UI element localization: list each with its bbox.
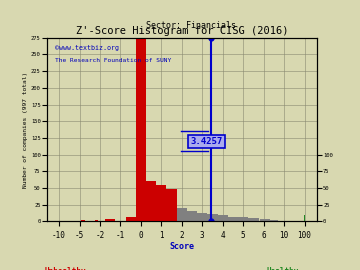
Bar bbox=[260, 219, 267, 221]
X-axis label: Score: Score bbox=[169, 241, 194, 251]
Bar bbox=[207, 214, 217, 221]
Y-axis label: Number of companies (997 total): Number of companies (997 total) bbox=[23, 72, 28, 188]
Text: ©www.textbiz.org: ©www.textbiz.org bbox=[55, 45, 119, 51]
Bar bbox=[156, 185, 166, 221]
Text: The Research Foundation of SUNY: The Research Foundation of SUNY bbox=[55, 58, 171, 63]
Bar bbox=[273, 220, 275, 221]
Bar bbox=[166, 189, 177, 221]
Bar bbox=[275, 220, 278, 221]
Bar bbox=[228, 217, 238, 221]
Bar bbox=[238, 217, 248, 221]
Title: Z'-Score Histogram for CISG (2016): Z'-Score Histogram for CISG (2016) bbox=[76, 26, 288, 36]
Bar bbox=[177, 208, 187, 221]
Bar bbox=[217, 215, 228, 221]
Bar bbox=[146, 181, 156, 221]
Bar bbox=[248, 218, 258, 221]
Bar bbox=[81, 220, 85, 221]
Text: Sector: Financials: Sector: Financials bbox=[146, 21, 236, 30]
Bar bbox=[136, 38, 146, 221]
Text: Healthy: Healthy bbox=[267, 267, 300, 270]
Bar bbox=[105, 220, 115, 221]
Bar bbox=[267, 220, 270, 221]
Bar bbox=[197, 213, 207, 221]
Text: 3.4257: 3.4257 bbox=[191, 137, 223, 146]
Bar bbox=[126, 217, 136, 221]
Bar bbox=[187, 211, 197, 221]
Bar bbox=[95, 220, 98, 221]
Text: Unhealthy: Unhealthy bbox=[44, 267, 86, 270]
Bar bbox=[270, 220, 273, 221]
Bar bbox=[265, 220, 267, 221]
